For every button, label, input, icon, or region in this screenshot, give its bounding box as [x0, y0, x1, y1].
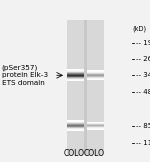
- Bar: [87, 75, 104, 76]
- Bar: [87, 20, 104, 155]
- Bar: [67, 71, 84, 72]
- Bar: [67, 78, 84, 79]
- Text: COLO: COLO: [83, 149, 104, 158]
- Bar: [67, 73, 84, 74]
- Text: -- 85: -- 85: [136, 122, 150, 129]
- Bar: [67, 80, 84, 81]
- Text: -- 34: -- 34: [136, 72, 150, 78]
- Bar: [67, 126, 84, 127]
- Bar: [67, 72, 84, 73]
- Bar: [87, 78, 104, 79]
- Bar: [67, 127, 84, 128]
- Bar: [87, 71, 104, 72]
- Bar: [67, 125, 84, 126]
- Bar: [67, 20, 104, 155]
- Bar: [67, 130, 84, 131]
- Bar: [87, 129, 104, 130]
- Text: (kD): (kD): [132, 26, 147, 32]
- Bar: [87, 124, 104, 125]
- Bar: [87, 70, 104, 71]
- Text: protein Elk-3: protein Elk-3: [2, 72, 48, 78]
- Text: -- 26: -- 26: [136, 56, 150, 62]
- Bar: [67, 120, 84, 121]
- Bar: [67, 122, 84, 123]
- Bar: [87, 76, 104, 77]
- Bar: [67, 128, 84, 129]
- Bar: [67, 124, 84, 125]
- Bar: [87, 126, 104, 127]
- Bar: [67, 123, 84, 124]
- Text: -- 19: -- 19: [136, 40, 150, 46]
- Bar: [87, 122, 104, 123]
- Text: -- 117: -- 117: [136, 140, 150, 146]
- Bar: [67, 79, 84, 80]
- Bar: [67, 70, 84, 71]
- Bar: [67, 74, 84, 75]
- Text: COLO: COLO: [64, 149, 85, 158]
- Bar: [67, 121, 84, 122]
- Bar: [87, 72, 104, 73]
- Bar: [67, 69, 84, 70]
- Bar: [67, 129, 84, 130]
- Text: ETS domain: ETS domain: [2, 80, 44, 86]
- Text: -- 48: -- 48: [136, 88, 150, 95]
- Bar: [87, 74, 104, 75]
- Bar: [67, 75, 84, 76]
- Bar: [87, 123, 104, 124]
- Bar: [87, 128, 104, 129]
- Bar: [87, 127, 104, 128]
- Bar: [87, 79, 104, 80]
- Text: (pSer357): (pSer357): [2, 65, 38, 71]
- Bar: [67, 76, 84, 77]
- Bar: [87, 125, 104, 126]
- Bar: [87, 73, 104, 74]
- Bar: [67, 77, 84, 78]
- Bar: [67, 20, 84, 155]
- Bar: [87, 77, 104, 78]
